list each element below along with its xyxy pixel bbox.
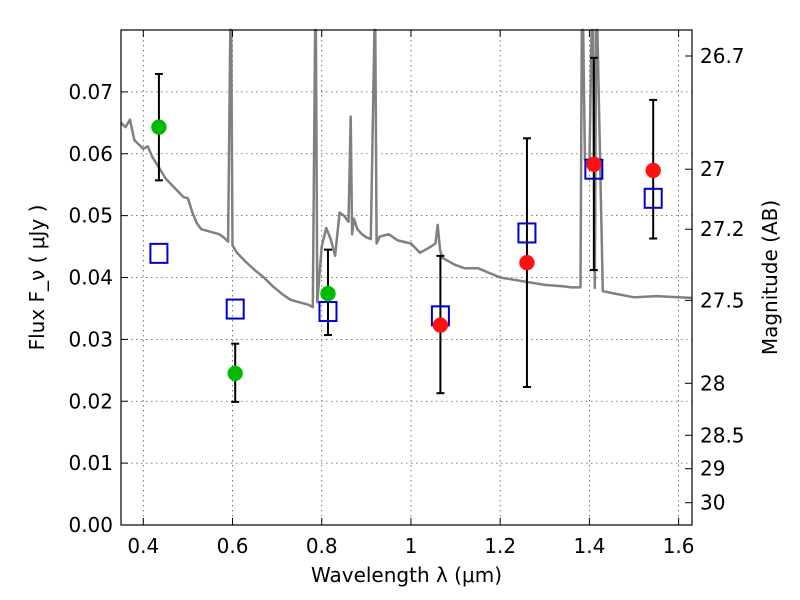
square-marker [517, 222, 537, 244]
square-marker [643, 187, 663, 209]
y-tick-label: 0.02 [68, 389, 113, 413]
right-y-axis-label: Magnitude (AB) [758, 200, 782, 355]
right-y-tick-label: 27.5 [700, 288, 745, 312]
right-y-tick-label: 26.7 [700, 44, 745, 68]
x-tick-label: 1.4 [573, 534, 605, 558]
x-tick-label: 1.6 [663, 534, 695, 558]
y-tick-label: 0.00 [68, 513, 113, 537]
circle-marker [227, 365, 243, 382]
y-tick-label: 0.03 [68, 327, 113, 351]
right-y-tick-label: 28 [700, 371, 725, 395]
square-marker [149, 242, 169, 264]
spectrum-line [120, 28, 693, 309]
circle-marker [320, 285, 336, 302]
square-marker [318, 301, 338, 323]
right-y-tick-label: 27.2 [700, 217, 745, 241]
square-marker [225, 298, 245, 320]
right-y-tick-label: 27 [700, 157, 725, 181]
x-axis-label: Wavelength λ (μm) [311, 563, 502, 587]
right-y-tick-label: 29 [700, 457, 725, 481]
model-spectrum [120, 28, 693, 309]
circle-marker [151, 119, 167, 135]
x-tick-label: 0.4 [127, 534, 159, 558]
x-tick-label: 0.6 [217, 534, 249, 558]
circle-marker [432, 317, 449, 333]
grid [121, 30, 692, 526]
y-axis-label: Flux F_ν ( μJy ) [25, 205, 49, 351]
y-tick-label: 0.06 [68, 142, 113, 166]
circle-marker [519, 254, 535, 271]
circle-marker [586, 156, 602, 173]
x-tick-label: 1 [405, 534, 418, 558]
data-markers [149, 119, 663, 382]
right-y-tick-label: 28.5 [700, 423, 745, 447]
x-tick-label: 1.2 [484, 534, 516, 558]
axis-ticks: 0.4 0.6 0.8 1 1.2 1.4 1.6 0.00 0.01 0.02 0.03 0.04 0… [68, 30, 745, 558]
right-y-tick-label: 30 [700, 491, 725, 515]
x-tick-label: 0.8 [306, 534, 338, 558]
y-tick-label: 0.07 [68, 80, 113, 104]
y-tick-label: 0.05 [68, 204, 113, 228]
circle-marker [645, 162, 661, 179]
y-tick-label: 0.04 [68, 266, 113, 290]
y-tick-label: 0.01 [68, 451, 113, 475]
